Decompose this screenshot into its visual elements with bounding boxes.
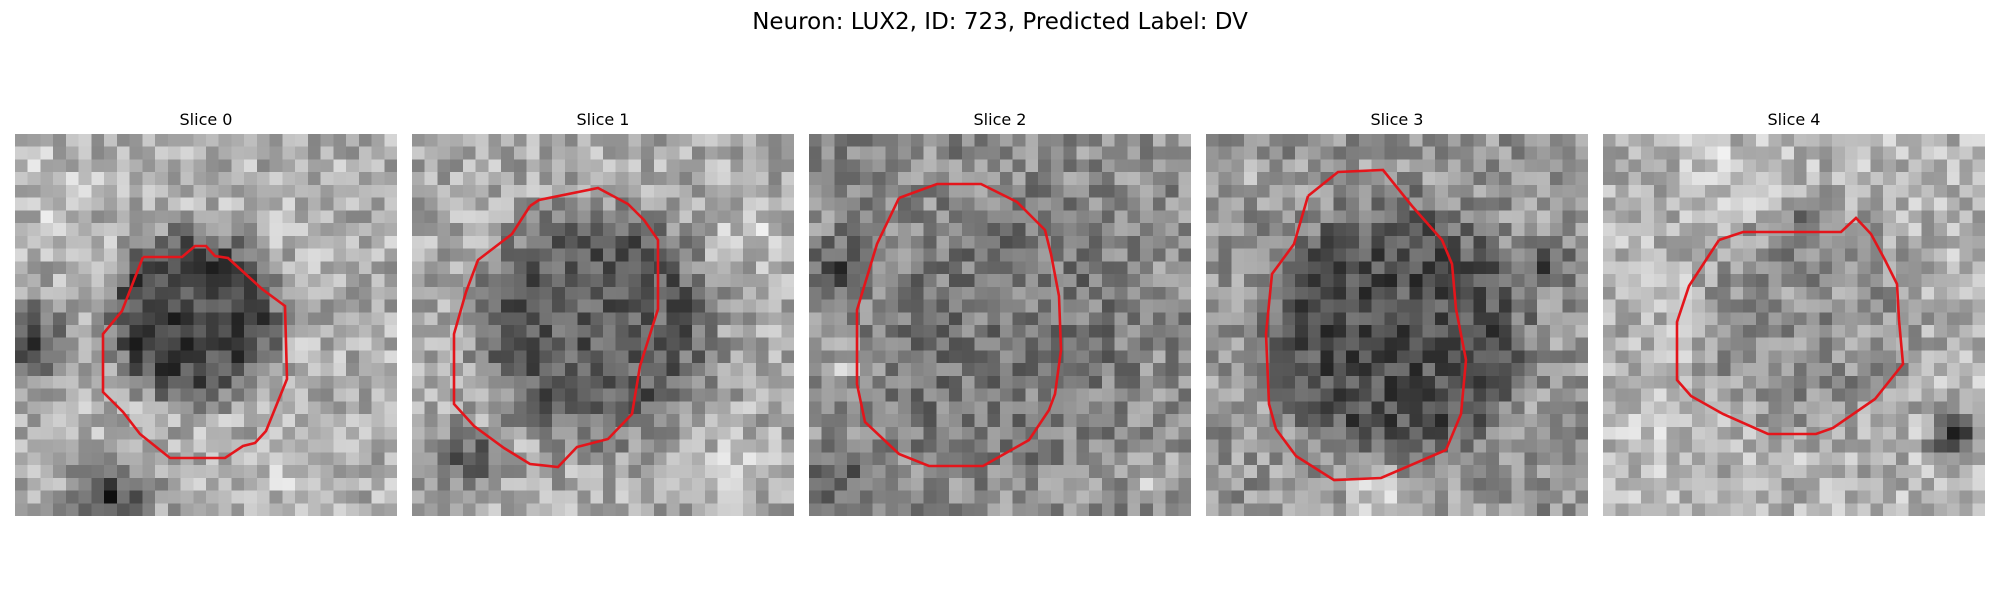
roi-outline-slice-1 (452, 186, 660, 469)
slice-panel-3 (1206, 134, 1588, 516)
panel-title-slice-3: Slice 3 (1370, 110, 1424, 129)
panel-title-slice-4: Slice 4 (1767, 110, 1821, 129)
roi-outline-slice-4 (1675, 216, 1905, 436)
microscopy-image-slice-1 (412, 134, 794, 516)
panel-title-slice-1: Slice 1 (576, 110, 630, 129)
roi-outline-slice-3 (1264, 168, 1468, 482)
slice-panel-1 (412, 134, 794, 516)
roi-outline-layer-slice-3 (1264, 168, 1468, 482)
roi-outline-layer-slice-0 (101, 244, 289, 460)
panel-title-slice-2: Slice 2 (973, 110, 1027, 129)
microscopy-image-slice-4 (1603, 134, 1985, 516)
roi-outline-layer-slice-1 (452, 186, 660, 469)
microscopy-image-slice-0 (15, 134, 397, 516)
roi-outline-slice-2 (855, 182, 1063, 468)
roi-outline-layer-slice-4 (1675, 216, 1905, 436)
figure-title: Neuron: LUX2, ID: 723, Predicted Label: … (752, 9, 1248, 35)
slice-panel-0 (15, 134, 397, 516)
roi-outline-layer-slice-2 (855, 182, 1063, 468)
microscopy-image-slice-2 (809, 134, 1191, 516)
microscopy-image-slice-3 (1206, 134, 1588, 516)
slice-panel-2 (809, 134, 1191, 516)
slice-panel-4 (1603, 134, 1985, 516)
roi-outline-slice-0 (101, 244, 289, 460)
panel-title-slice-0: Slice 0 (179, 110, 233, 129)
